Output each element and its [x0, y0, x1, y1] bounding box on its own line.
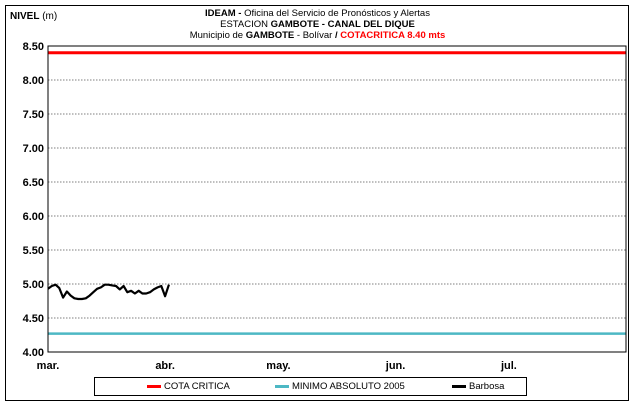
title-municipality-prefix: Municipio de	[189, 30, 246, 41]
y-tick-label: 7.00	[23, 143, 44, 155]
y-tick-label: 8.00	[23, 75, 44, 87]
x-tick-label: jun.	[385, 360, 406, 372]
x-tick-label: abr.	[155, 360, 175, 372]
title-office: Oficina del Servicio de Pronósticos y Al…	[241, 8, 430, 19]
title-ideam: IDEAM -	[205, 8, 242, 19]
x-tick-labels: mar. abr. may. jun. jul.	[37, 360, 517, 372]
x-tick-label: may.	[266, 360, 290, 372]
y-tick-label: 5.50	[23, 245, 44, 257]
title-department: - Bolívar	[294, 30, 335, 41]
reference-lines	[48, 51, 626, 335]
data-series	[47, 283, 170, 301]
title-station: GAMBOTE - CANAL DEL DIQUE	[270, 19, 415, 30]
legend-swatch-red	[147, 385, 161, 388]
y-axis-unit: (m)	[39, 11, 58, 22]
x-tick-label: jul.	[500, 360, 517, 372]
x-tick-label: mar.	[37, 360, 60, 372]
legend-item-barbosa: Barbosa	[452, 381, 504, 392]
y-tick-label: 4.00	[23, 347, 44, 359]
y-axis-label-text: NIVEL	[10, 11, 40, 22]
title-separator: /	[334, 30, 341, 41]
legend-label: MINIMO ABSOLUTO 2005	[292, 381, 405, 392]
chart-title: IDEAM - Oficina del Servicio de Pronósti…	[90, 8, 545, 41]
title-line-2: ESTACION GAMBOTE - CANAL DEL DIQUE	[90, 19, 545, 30]
y-tick-label: 6.50	[23, 177, 44, 189]
y-tick-label: 5.00	[23, 279, 44, 291]
chart-frame	[5, 5, 629, 401]
title-critical-level: COTACRITICA 8.40 mts	[340, 30, 446, 41]
plot-area	[47, 45, 627, 353]
legend: COTA CRITICA MINIMO ABSOLUTO 2005 Barbos…	[94, 377, 527, 396]
legend-swatch-teal	[275, 385, 289, 388]
grid-lines	[48, 45, 626, 353]
title-line-1: IDEAM - Oficina del Servicio de Pronósti…	[90, 8, 545, 19]
barbosa-series-line	[47, 283, 170, 301]
legend-item-minimo: MINIMO ABSOLUTO 2005	[275, 381, 405, 392]
legend-item-cota-critica: COTA CRITICA	[147, 381, 230, 392]
y-tick-label: 4.50	[23, 313, 44, 325]
legend-label: Barbosa	[469, 381, 505, 392]
y-tick-label: 8.50	[23, 41, 44, 53]
y-tick-label: 6.00	[23, 211, 44, 223]
y-axis-label: NIVEL (m)	[10, 11, 57, 22]
title-municipality: GAMBOTE	[245, 30, 295, 41]
y-tick-label: 7.50	[23, 109, 44, 121]
legend-label: COTA CRITICA	[164, 381, 230, 392]
title-station-prefix: ESTACION	[220, 19, 271, 30]
legend-swatch-black	[452, 385, 466, 388]
title-line-3: Municipio de GAMBOTE - Bolívar / COTACRI…	[90, 30, 545, 41]
y-tick-labels: 4.00 4.50 5.00 5.50 6.00 6.50 7.00 7.50 8.00 8.50	[23, 41, 44, 359]
